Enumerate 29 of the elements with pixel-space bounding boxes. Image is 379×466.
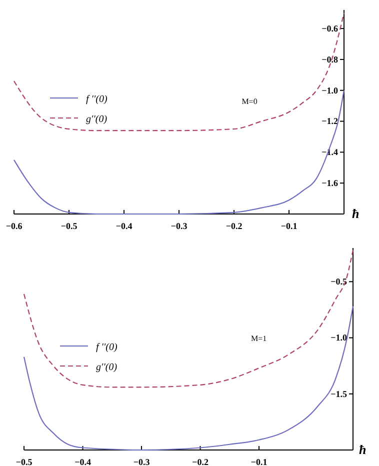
x-tick-label: −0.5 [16,457,33,466]
x-axis-title: ħ [352,206,360,221]
x-tick-label: −0.1 [250,457,268,466]
y-tick-label: −1.0 [330,332,348,343]
x-tick-label: −0.2 [226,221,243,232]
legend-label: f ′′(0) [86,94,108,105]
x-tick-label: −0.3 [133,457,150,466]
annotation: M=1 [251,334,267,343]
annotation: M=0 [242,96,258,106]
x-tick-label: −0.1 [280,221,298,232]
legend-label: g′′(0) [96,362,118,373]
y-tick-label: −1.6 [322,178,338,188]
x-tick-label: −0.2 [192,457,209,466]
legend-label: g′′(0) [86,114,108,125]
y-tick-label: −0.6 [322,23,338,34]
x-tick-label: −0.3 [170,221,188,232]
x-tick-label: −0.4 [116,221,133,232]
x-axis-title: ħ [359,442,366,457]
line-series [13,12,345,132]
x-tick-label: −0.4 [74,457,92,466]
line-series [23,250,354,388]
legend-label: f ′′(0) [96,342,118,353]
x-tick-label: −0.5 [60,221,78,232]
y-tick-label: −1.0 [322,85,338,96]
y-tick-label: −1.2 [322,116,338,126]
y-tick-label: −1.5 [330,388,348,399]
y-tick-label: −0.8 [322,54,338,64]
y-tick-label: −0.5 [330,276,348,287]
x-tick-label: −0.6 [6,221,23,232]
